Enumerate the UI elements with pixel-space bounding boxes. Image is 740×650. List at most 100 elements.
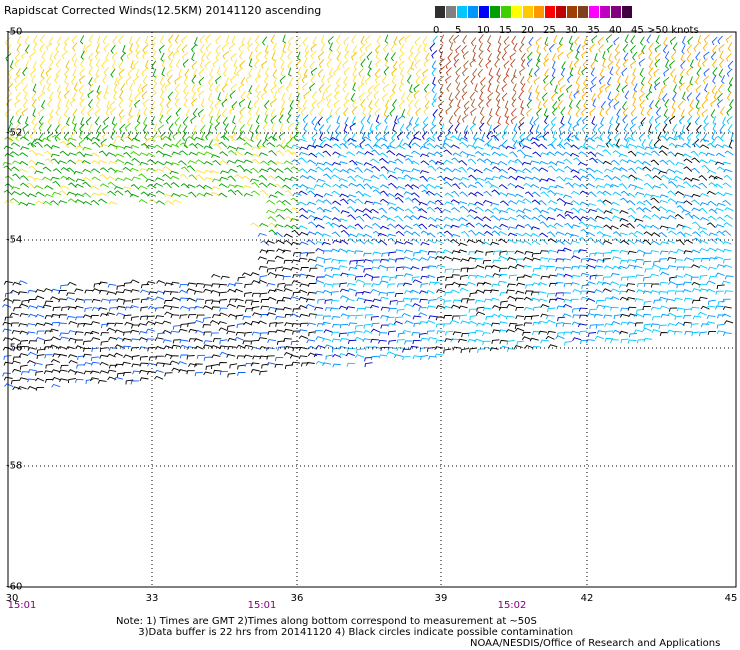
wind-barb — [557, 51, 564, 60]
wind-barb — [427, 216, 437, 222]
wind-barb — [505, 289, 515, 294]
wind-barb — [351, 106, 358, 115]
wind-barb — [100, 143, 110, 148]
wind-barb — [215, 83, 221, 93]
wind-barb — [727, 83, 732, 93]
wind-barb — [540, 275, 550, 280]
wind-barb — [167, 91, 174, 101]
wind-barb — [515, 239, 525, 244]
wind-barb — [322, 289, 332, 294]
wind-barb — [263, 75, 270, 85]
wind-barb — [725, 53, 732, 62]
wind-barb — [586, 339, 595, 344]
wind-barb — [581, 107, 587, 116]
wind-barb — [187, 322, 196, 327]
wind-barb — [562, 292, 571, 297]
wind-barb — [179, 284, 188, 289]
wind-barb — [435, 250, 445, 255]
wind-barb — [423, 106, 430, 115]
wind-barb — [548, 43, 555, 53]
wind-barb — [722, 199, 732, 206]
wind-barb — [333, 67, 340, 76]
wind-barb — [291, 259, 301, 264]
wind-barb — [387, 160, 397, 165]
wind-barb — [57, 116, 62, 126]
wind-barb — [12, 281, 22, 286]
wind-barb — [229, 90, 236, 99]
wind-barb — [284, 346, 294, 350]
wind-barb — [313, 122, 318, 132]
wind-barb — [609, 208, 619, 212]
wind-barb — [516, 140, 525, 148]
wind-barb — [162, 304, 172, 309]
wind-barb — [406, 74, 412, 84]
wind-barb — [622, 114, 628, 124]
wind-barb — [269, 99, 277, 108]
wind-barb — [332, 274, 341, 279]
wind-barb — [212, 159, 222, 166]
wind-barb — [78, 84, 85, 94]
wind-barb — [33, 42, 38, 52]
wind-barb — [723, 192, 733, 197]
wind-barb — [183, 76, 189, 86]
wind-barb — [315, 166, 325, 172]
wind-barb — [468, 174, 477, 181]
wind-barb — [275, 161, 285, 166]
colorbar-tick-label: 5 — [455, 25, 462, 36]
wind-barb — [234, 150, 244, 156]
wind-barb — [250, 320, 260, 325]
wind-barb — [305, 303, 315, 308]
wind-barb — [548, 298, 558, 303]
wind-barb — [154, 337, 164, 342]
wind-barb — [467, 257, 477, 262]
wind-barb — [340, 229, 350, 236]
wind-barb — [408, 139, 413, 149]
wind-barb — [290, 266, 300, 271]
wind-barb — [145, 320, 156, 325]
wind-barb — [298, 151, 308, 156]
wind-barb — [161, 58, 166, 68]
wind-barb — [673, 297, 683, 302]
wind-barb — [440, 123, 445, 133]
wind-barb — [374, 75, 382, 84]
wind-barb — [352, 82, 356, 92]
wind-barb — [495, 93, 501, 103]
wind-barb — [151, 116, 156, 126]
wind-barb — [552, 100, 558, 110]
wind-barb — [51, 134, 61, 141]
wind-barb — [723, 258, 732, 264]
colorbar-tick-label: 30 — [565, 25, 578, 36]
wind-barb — [345, 249, 355, 254]
wind-barb — [699, 230, 709, 236]
wind-barb — [727, 42, 733, 52]
wind-barb — [97, 379, 107, 384]
wind-barb — [131, 137, 141, 142]
wind-barb — [506, 340, 515, 345]
wind-barb — [3, 189, 13, 196]
wind-barb — [587, 216, 597, 222]
wind-barb — [562, 151, 573, 157]
wind-barb — [645, 91, 652, 100]
wind-barb — [212, 338, 222, 343]
wind-barb — [14, 124, 20, 133]
wind-barb — [405, 122, 412, 132]
wind-barb — [222, 59, 229, 69]
wind-barb — [188, 191, 197, 198]
wind-barb — [716, 323, 725, 329]
wind-barb — [4, 292, 13, 298]
wind-barb — [186, 184, 196, 188]
wind-barb — [111, 116, 116, 126]
wind-barb — [666, 290, 676, 295]
wind-barb — [478, 99, 484, 109]
wind-barb — [501, 92, 508, 102]
wind-barb — [498, 306, 508, 311]
wind-barb — [420, 355, 429, 361]
wind-barb — [637, 51, 645, 60]
wind-barb — [556, 197, 566, 203]
wind-barb — [422, 123, 429, 133]
wind-barb — [36, 348, 45, 354]
wind-barb — [4, 183, 14, 189]
wind-barb — [714, 135, 724, 142]
wind-barb — [721, 74, 725, 85]
wind-barb — [475, 177, 485, 182]
